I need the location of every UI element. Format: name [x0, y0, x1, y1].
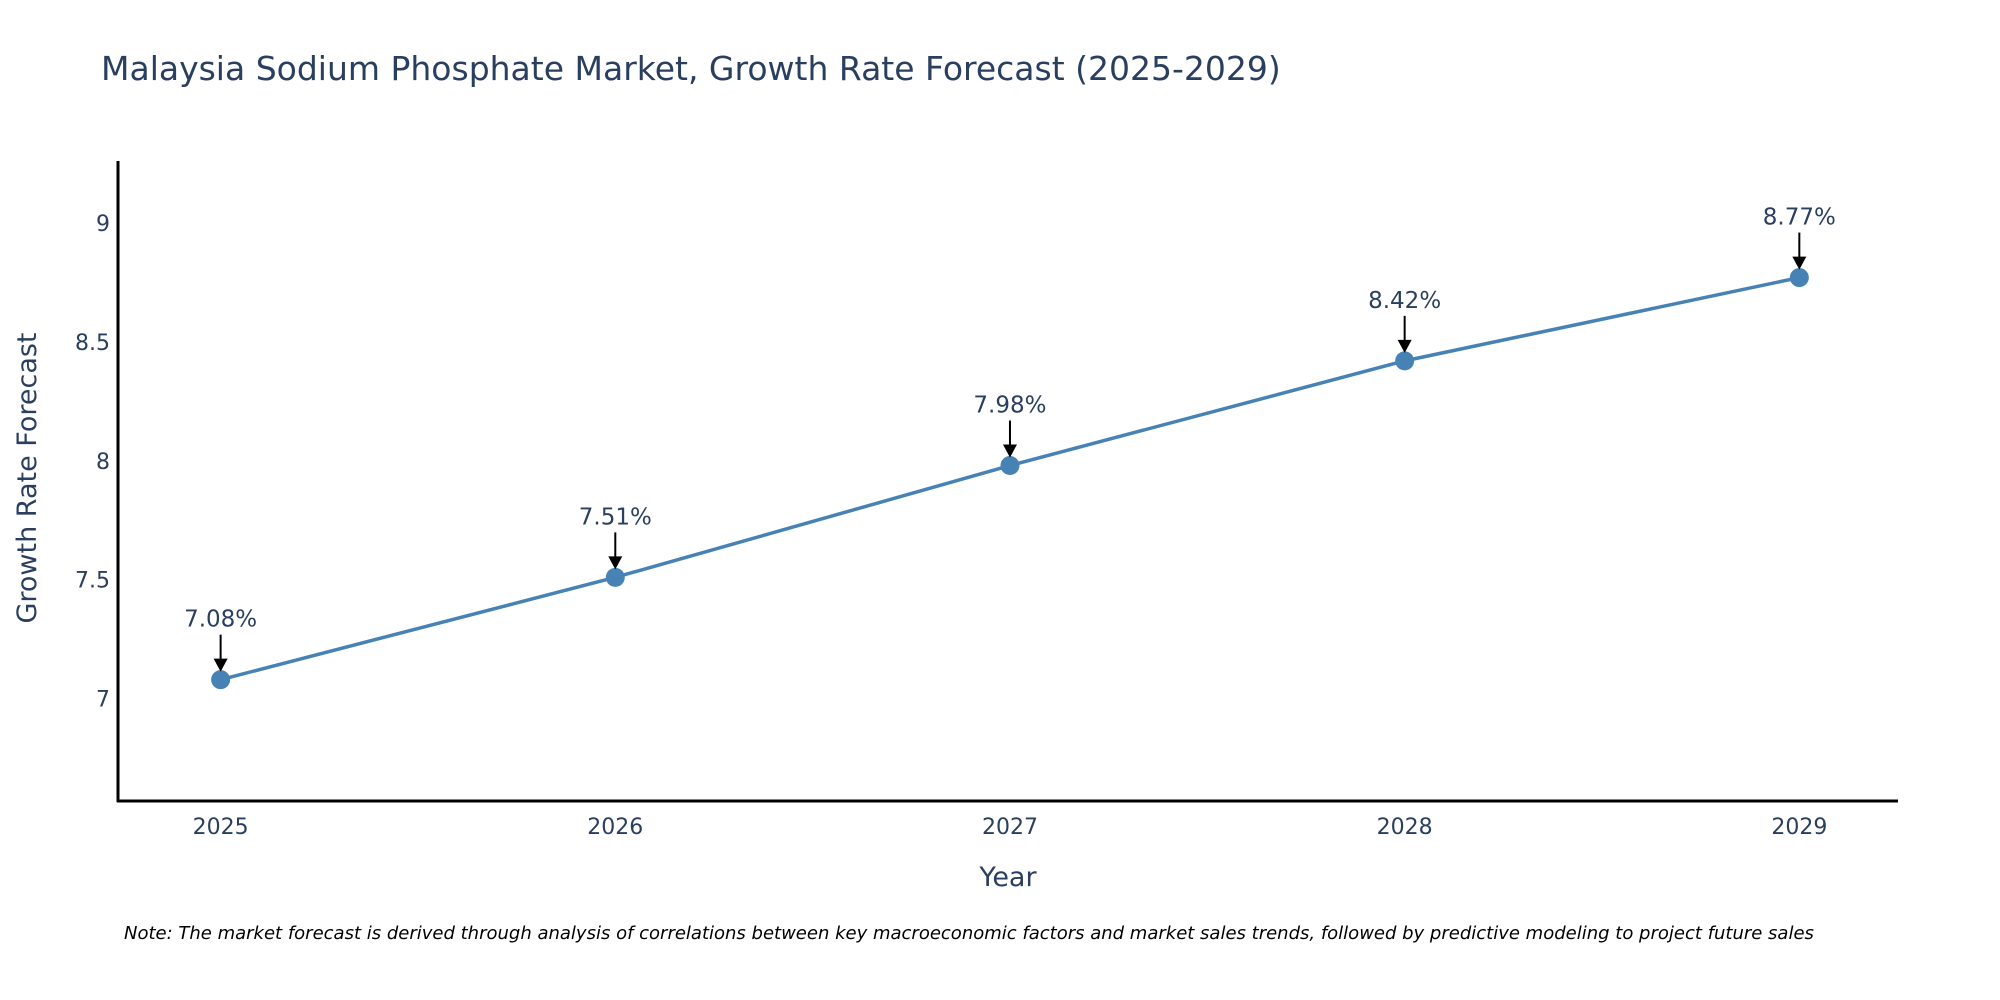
x-tick-label: 2026: [587, 815, 643, 840]
data-point: [1789, 268, 1809, 288]
data-label: 8.77%: [1763, 205, 1836, 231]
series-line: [220, 275, 1800, 682]
arrow-head-icon: [213, 658, 228, 672]
y-tick-label: 8.5: [75, 331, 110, 356]
arrow-head-icon: [1002, 444, 1017, 458]
y-tick-label: 9: [96, 212, 110, 237]
data-label: 7.98%: [973, 393, 1046, 419]
arrow-head-icon: [608, 556, 623, 570]
x-axis-title: Year: [978, 862, 1037, 893]
data-point: [211, 670, 231, 690]
y-axis-title: Growth Rate Forecast: [12, 332, 43, 623]
arrow-head-icon: [1792, 256, 1807, 270]
data-label: 7.51%: [579, 504, 652, 530]
data-label: 7.08%: [184, 607, 257, 633]
x-tick-label: 2027: [982, 815, 1038, 840]
x-tick-label: 2029: [1771, 815, 1827, 840]
x-tick-label: 2025: [193, 815, 249, 840]
data-label: 8.42%: [1368, 288, 1441, 314]
data-point: [1000, 456, 1020, 476]
data-point: [605, 567, 625, 587]
footnote: Note: The market forecast is derived thr…: [124, 923, 1814, 944]
arrow-head-icon: [1397, 339, 1412, 353]
data-point: [1395, 351, 1415, 371]
y-tick-label: 7.5: [75, 569, 110, 594]
chart-title: Malaysia Sodium Phosphate Market, Growth…: [101, 49, 1281, 88]
x-tick-label: 2028: [1377, 815, 1433, 840]
y-tick-label: 8: [96, 450, 110, 475]
y-tick-label: 7: [96, 688, 110, 713]
